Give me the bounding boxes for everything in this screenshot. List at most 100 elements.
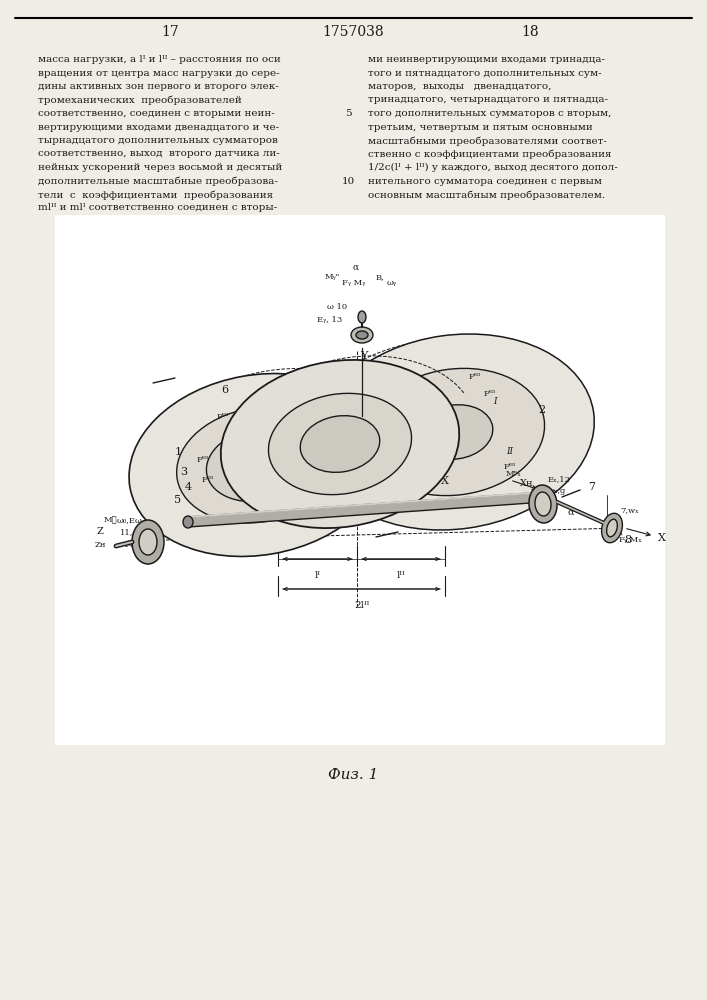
Text: III: III [325, 480, 335, 488]
Text: Mᵮ: Mᵮ [103, 516, 117, 524]
Ellipse shape [132, 520, 164, 564]
Text: Фuз. 1: Фuз. 1 [328, 768, 378, 782]
Text: 1/2c(lᴵ + lᴵᴵ) у каждого, выход десятого допол-: 1/2c(lᴵ + lᴵᴵ) у каждого, выход десятого… [368, 163, 618, 172]
Bar [55, 215, 665, 745]
Ellipse shape [602, 513, 622, 543]
Ellipse shape [300, 416, 380, 472]
Text: 2lᴵᴵ: 2lᴵᴵ [354, 601, 369, 610]
Text: вертирующими входами двенадцатого и че-: вертирующими входами двенадцатого и че- [38, 122, 279, 131]
Ellipse shape [316, 334, 595, 530]
Text: ω₀,Eω: ω₀,Eω [117, 516, 143, 524]
Text: соответственно, выход  второго датчика ли-: соответственно, выход второго датчика ли… [38, 149, 280, 158]
Polygon shape [187, 492, 545, 527]
Text: 17: 17 [161, 25, 179, 39]
Text: того дополнительных сумматоров с вторым,: того дополнительных сумматоров с вторым, [368, 109, 612, 118]
Text: 2: 2 [539, 405, 546, 415]
Text: 8: 8 [624, 535, 631, 545]
Text: маторов,  выходы   двенадцатого,: маторов, выходы двенадцатого, [368, 82, 551, 91]
Ellipse shape [221, 360, 460, 528]
Text: Fᵧ,Mₓ: Fᵧ,Mₓ [618, 536, 642, 544]
Ellipse shape [139, 529, 157, 555]
Text: дополнительные масштабные преобразова-: дополнительные масштабные преобразова- [38, 176, 278, 186]
Text: 18: 18 [521, 25, 539, 39]
Text: α: α [568, 508, 574, 516]
Ellipse shape [535, 492, 551, 516]
Text: 5: 5 [345, 109, 351, 118]
Text: Z: Z [271, 486, 279, 496]
Text: 10: 10 [341, 176, 355, 186]
Text: 5: 5 [175, 495, 182, 505]
Text: Fᴵᴵᴵ: Fᴵᴵᴵ [469, 373, 481, 381]
Text: Fᴵᴵᴵᴵ: Fᴵᴵᴵᴵ [353, 402, 367, 410]
Text: 7,wₓ: 7,wₓ [621, 506, 639, 514]
Text: 14,Eᵮ: 14,Eᵮ [124, 540, 148, 548]
Text: Yн: Yн [282, 378, 295, 387]
Ellipse shape [529, 485, 557, 523]
Text: X: X [441, 476, 449, 486]
Text: Fᴵᴵᴵ: Fᴵᴵᴵ [202, 476, 214, 484]
Text: I: I [493, 397, 497, 406]
Text: mlᴵᴵ и mlᴵ соответственно соединен с вторы-: mlᴵᴵ и mlᴵ соответственно соединен с вто… [38, 204, 277, 213]
Text: II: II [269, 481, 276, 489]
Text: нительного сумматора соединен с первым: нительного сумматора соединен с первым [368, 176, 602, 186]
Text: Fᴵᴵᴵ: Fᴵᴵᴵ [217, 413, 229, 421]
Text: Mⁿₓ: Mⁿₓ [505, 470, 521, 478]
Text: I: I [236, 446, 240, 454]
Text: дины активных зон первого и второго элек-: дины активных зон первого и второго элек… [38, 82, 279, 91]
Ellipse shape [351, 327, 373, 343]
Text: Fᴵᴵᴵ: Fᴵᴵᴵ [484, 390, 496, 398]
Text: 1757038: 1757038 [322, 25, 384, 39]
Ellipse shape [358, 311, 366, 323]
Text: ми неинвертирующими входами тринадца-: ми неинвертирующими входами тринадца- [368, 55, 605, 64]
Text: масштабными преобразователями соответ-: масштабными преобразователями соответ- [368, 136, 607, 145]
Text: Zн: Zн [94, 541, 106, 549]
Text: Z: Z [97, 528, 103, 536]
Text: того и пятнадцатого дополнительных сум-: того и пятнадцатого дополнительных сум- [368, 68, 602, 78]
Text: Mᵧⁿ: Mᵧⁿ [325, 273, 339, 281]
Text: ωₓ,g: ωₓ,g [548, 487, 566, 495]
Text: Oн: Oн [337, 456, 350, 466]
Text: ственно с коэффициентами преобразования: ственно с коэффициентами преобразования [368, 149, 612, 159]
Text: B,: B, [375, 273, 385, 281]
Text: lᴵ: lᴵ [315, 571, 320, 580]
Text: Eᵧ, 13: Eᵧ, 13 [317, 316, 343, 324]
Text: тринадцатого, четырнадцатого и пятнадца-: тринадцатого, четырнадцатого и пятнадца- [368, 96, 608, 104]
Text: Fᴵᴵᴵᴵ: Fᴵᴵᴵᴵ [343, 385, 357, 393]
Text: 3: 3 [180, 467, 187, 477]
Text: α: α [353, 262, 359, 271]
Text: IV: IV [365, 464, 375, 474]
Ellipse shape [417, 405, 493, 459]
Text: Fᵧ Mᵧ: Fᵧ Mᵧ [342, 279, 366, 287]
Text: O: O [360, 446, 368, 456]
Text: 1: 1 [175, 447, 182, 457]
Text: 7: 7 [588, 482, 595, 492]
Text: Fᴵᴵᴵ: Fᴵᴵᴵ [234, 426, 246, 434]
Text: масса нагрузки, а lᴵ и lᴵᴵ – расстояния по оси: масса нагрузки, а lᴵ и lᴵᴵ – расстояния … [38, 55, 281, 64]
Ellipse shape [356, 331, 368, 339]
Text: Xн: Xн [520, 480, 534, 488]
Ellipse shape [228, 444, 288, 486]
Text: соответственно, соединен с вторыми неин-: соответственно, соединен с вторыми неин- [38, 109, 275, 118]
Ellipse shape [177, 407, 339, 523]
Text: lᴵᴵ: lᴵᴵ [397, 571, 405, 580]
Text: Fᴵᴵᴵ: Fᴵᴵᴵ [197, 456, 209, 464]
Text: II: II [506, 448, 513, 456]
Text: вращения от центра масс нагрузки до сере-: вращения от центра масс нагрузки до сере… [38, 68, 280, 78]
Ellipse shape [129, 374, 387, 556]
Text: тырнадцатого дополнительных сумматоров: тырнадцатого дополнительных сумматоров [38, 136, 278, 145]
Text: Eₓ,12: Eₓ,12 [548, 475, 571, 483]
Text: Zн: Zн [264, 436, 277, 446]
Text: основным масштабным преобразователем.: основным масштабным преобразователем. [368, 190, 605, 200]
Ellipse shape [206, 428, 310, 502]
Text: третьим, четвертым и пятым основными: третьим, четвертым и пятым основными [368, 122, 592, 131]
Ellipse shape [607, 519, 617, 537]
Text: ωᵧ: ωᵧ [387, 279, 397, 287]
Text: ω 10: ω 10 [327, 303, 347, 311]
Text: тромеханических  преобразователей: тромеханических преобразователей [38, 96, 242, 105]
Text: Xн: Xн [445, 432, 459, 442]
Ellipse shape [366, 368, 544, 496]
Text: тели  с  коэффициентами  преобразования: тели с коэффициентами преобразования [38, 190, 273, 200]
Text: X: X [658, 533, 666, 543]
Text: 4: 4 [185, 482, 192, 492]
Text: Fᴵᴵᴵ: Fᴵᴵᴵ [504, 463, 516, 471]
